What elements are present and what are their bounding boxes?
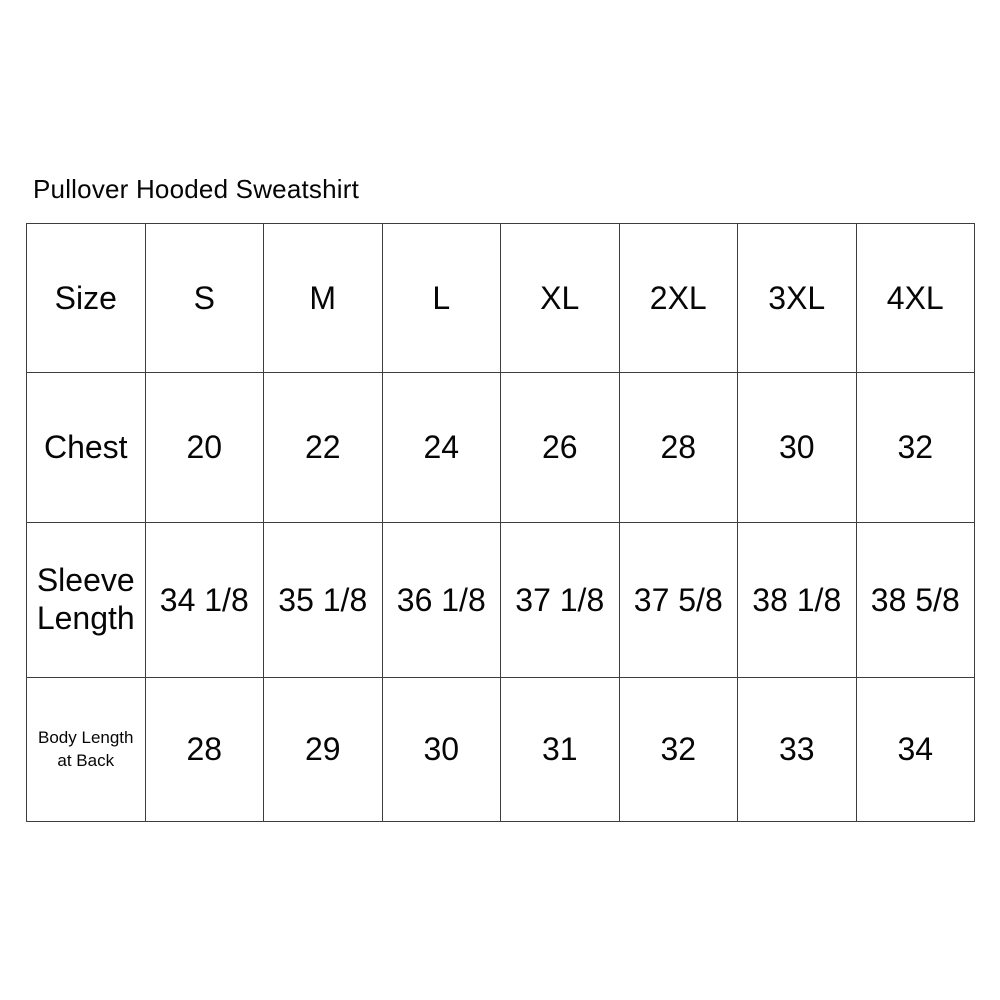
data-cell: 37 5/8	[618, 522, 738, 678]
data-cell: 38 1/8	[737, 522, 857, 678]
table-header-row: Size S M L XL 2XL 3XL 4XL	[26, 223, 975, 373]
row-label-chest: Chest	[26, 372, 146, 523]
data-cell: 38 5/8	[855, 522, 975, 678]
data-cell: 35 1/8	[263, 522, 383, 678]
table-row-sleeve-length: Sleeve Length 34 1/8 35 1/8 36 1/8 37 1/…	[26, 522, 975, 678]
data-cell: 26	[500, 372, 620, 523]
header-cell-2xl: 2XL	[618, 223, 738, 373]
size-chart-table: Size S M L XL 2XL 3XL 4XL Chest 20 22 24…	[26, 223, 975, 822]
header-cell-l: L	[381, 223, 501, 373]
data-cell: 36 1/8	[381, 522, 501, 678]
header-cell-m: M	[263, 223, 383, 373]
table-row-body-length-at-back: Body Length at Back 28 29 30 31 32 33 34	[26, 677, 975, 822]
data-cell: 28	[144, 677, 264, 822]
data-cell: 30	[737, 372, 857, 523]
header-cell-size: Size	[26, 223, 146, 373]
header-cell-s: S	[144, 223, 264, 373]
data-cell: 34 1/8	[144, 522, 264, 678]
data-cell: 34	[855, 677, 975, 822]
data-cell: 20	[144, 372, 264, 523]
header-cell-4xl: 4XL	[855, 223, 975, 373]
data-cell: 33	[737, 677, 857, 822]
data-cell: 32	[855, 372, 975, 523]
data-cell: 24	[381, 372, 501, 523]
data-cell: 22	[263, 372, 383, 523]
data-cell: 31	[500, 677, 620, 822]
data-cell: 37 1/8	[500, 522, 620, 678]
row-label-sleeve-length: Sleeve Length	[26, 522, 146, 678]
data-cell: 28	[618, 372, 738, 523]
header-cell-3xl: 3XL	[737, 223, 857, 373]
data-cell: 29	[263, 677, 383, 822]
row-label-body-length-at-back: Body Length at Back	[26, 677, 146, 822]
page-title: Pullover Hooded Sweatshirt	[33, 174, 360, 204]
header-cell-xl: XL	[500, 223, 620, 373]
data-cell: 32	[618, 677, 738, 822]
data-cell: 30	[381, 677, 501, 822]
table-row-chest: Chest 20 22 24 26 28 30 32	[26, 372, 975, 523]
